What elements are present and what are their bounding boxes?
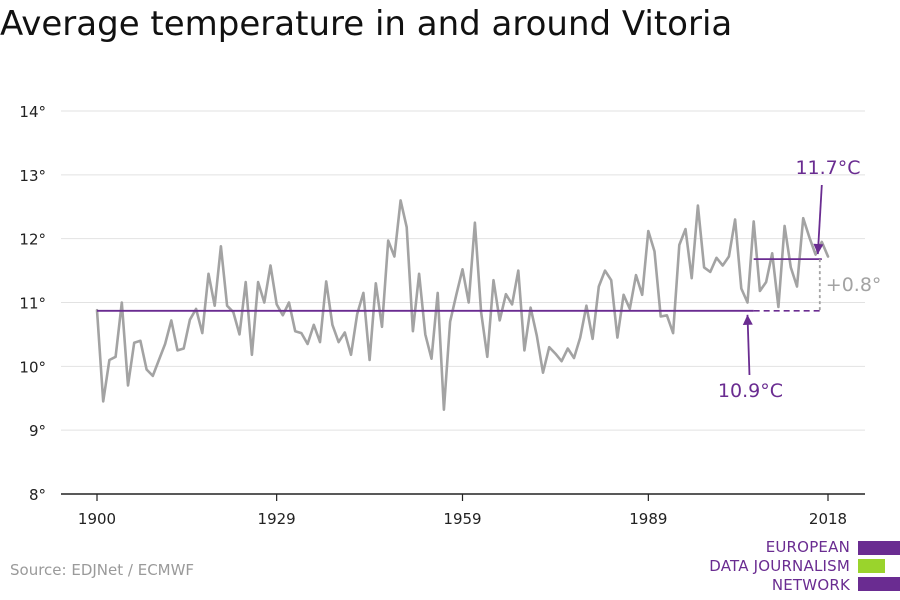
y-tick-label: 9° [29,422,46,440]
baseline-arrow-shaft [746,314,751,376]
temperature-series-line [95,199,830,412]
x-tick-label: 1989 [629,510,667,528]
x-tick-label: 1929 [258,510,296,528]
recent-arrow-head [813,243,824,255]
y-tick-label: 13° [19,167,46,185]
y-tick-label: 11° [19,295,46,313]
logo-bar-purple-top [858,541,900,555]
y-tick-label: 14° [19,103,46,121]
recent-value-label: 11.7°C [795,157,860,179]
logo-line-european: EUROPEAN [765,538,850,556]
logo-line-network: NETWORK [771,576,850,594]
baseline-value-label: 10.9°C [718,380,783,402]
y-tick-label: 8° [29,486,46,504]
y-tick-label: 12° [19,231,46,249]
logo-line-data-journalism: DATA JOURNALISM [709,557,850,575]
difference-label: +0.8° [826,274,882,296]
x-tick-label: 2018 [809,510,847,528]
baseline-arrow-head [742,314,753,325]
logo-bar-purple-bottom [858,577,900,591]
logo-bar-green [858,559,885,573]
recent-arrow-shaft [816,184,823,255]
x-tick-label: 1900 [78,510,116,528]
y-tick-label: 10° [19,358,46,376]
x-tick-label: 1959 [443,510,481,528]
chart-title: Average temperature in and around Vitori… [0,4,733,44]
source-note: Source: EDJNet / ECMWF [10,561,195,579]
edjnet-logo: EUROPEAN DATA JOURNALISM NETWORK [700,538,900,598]
